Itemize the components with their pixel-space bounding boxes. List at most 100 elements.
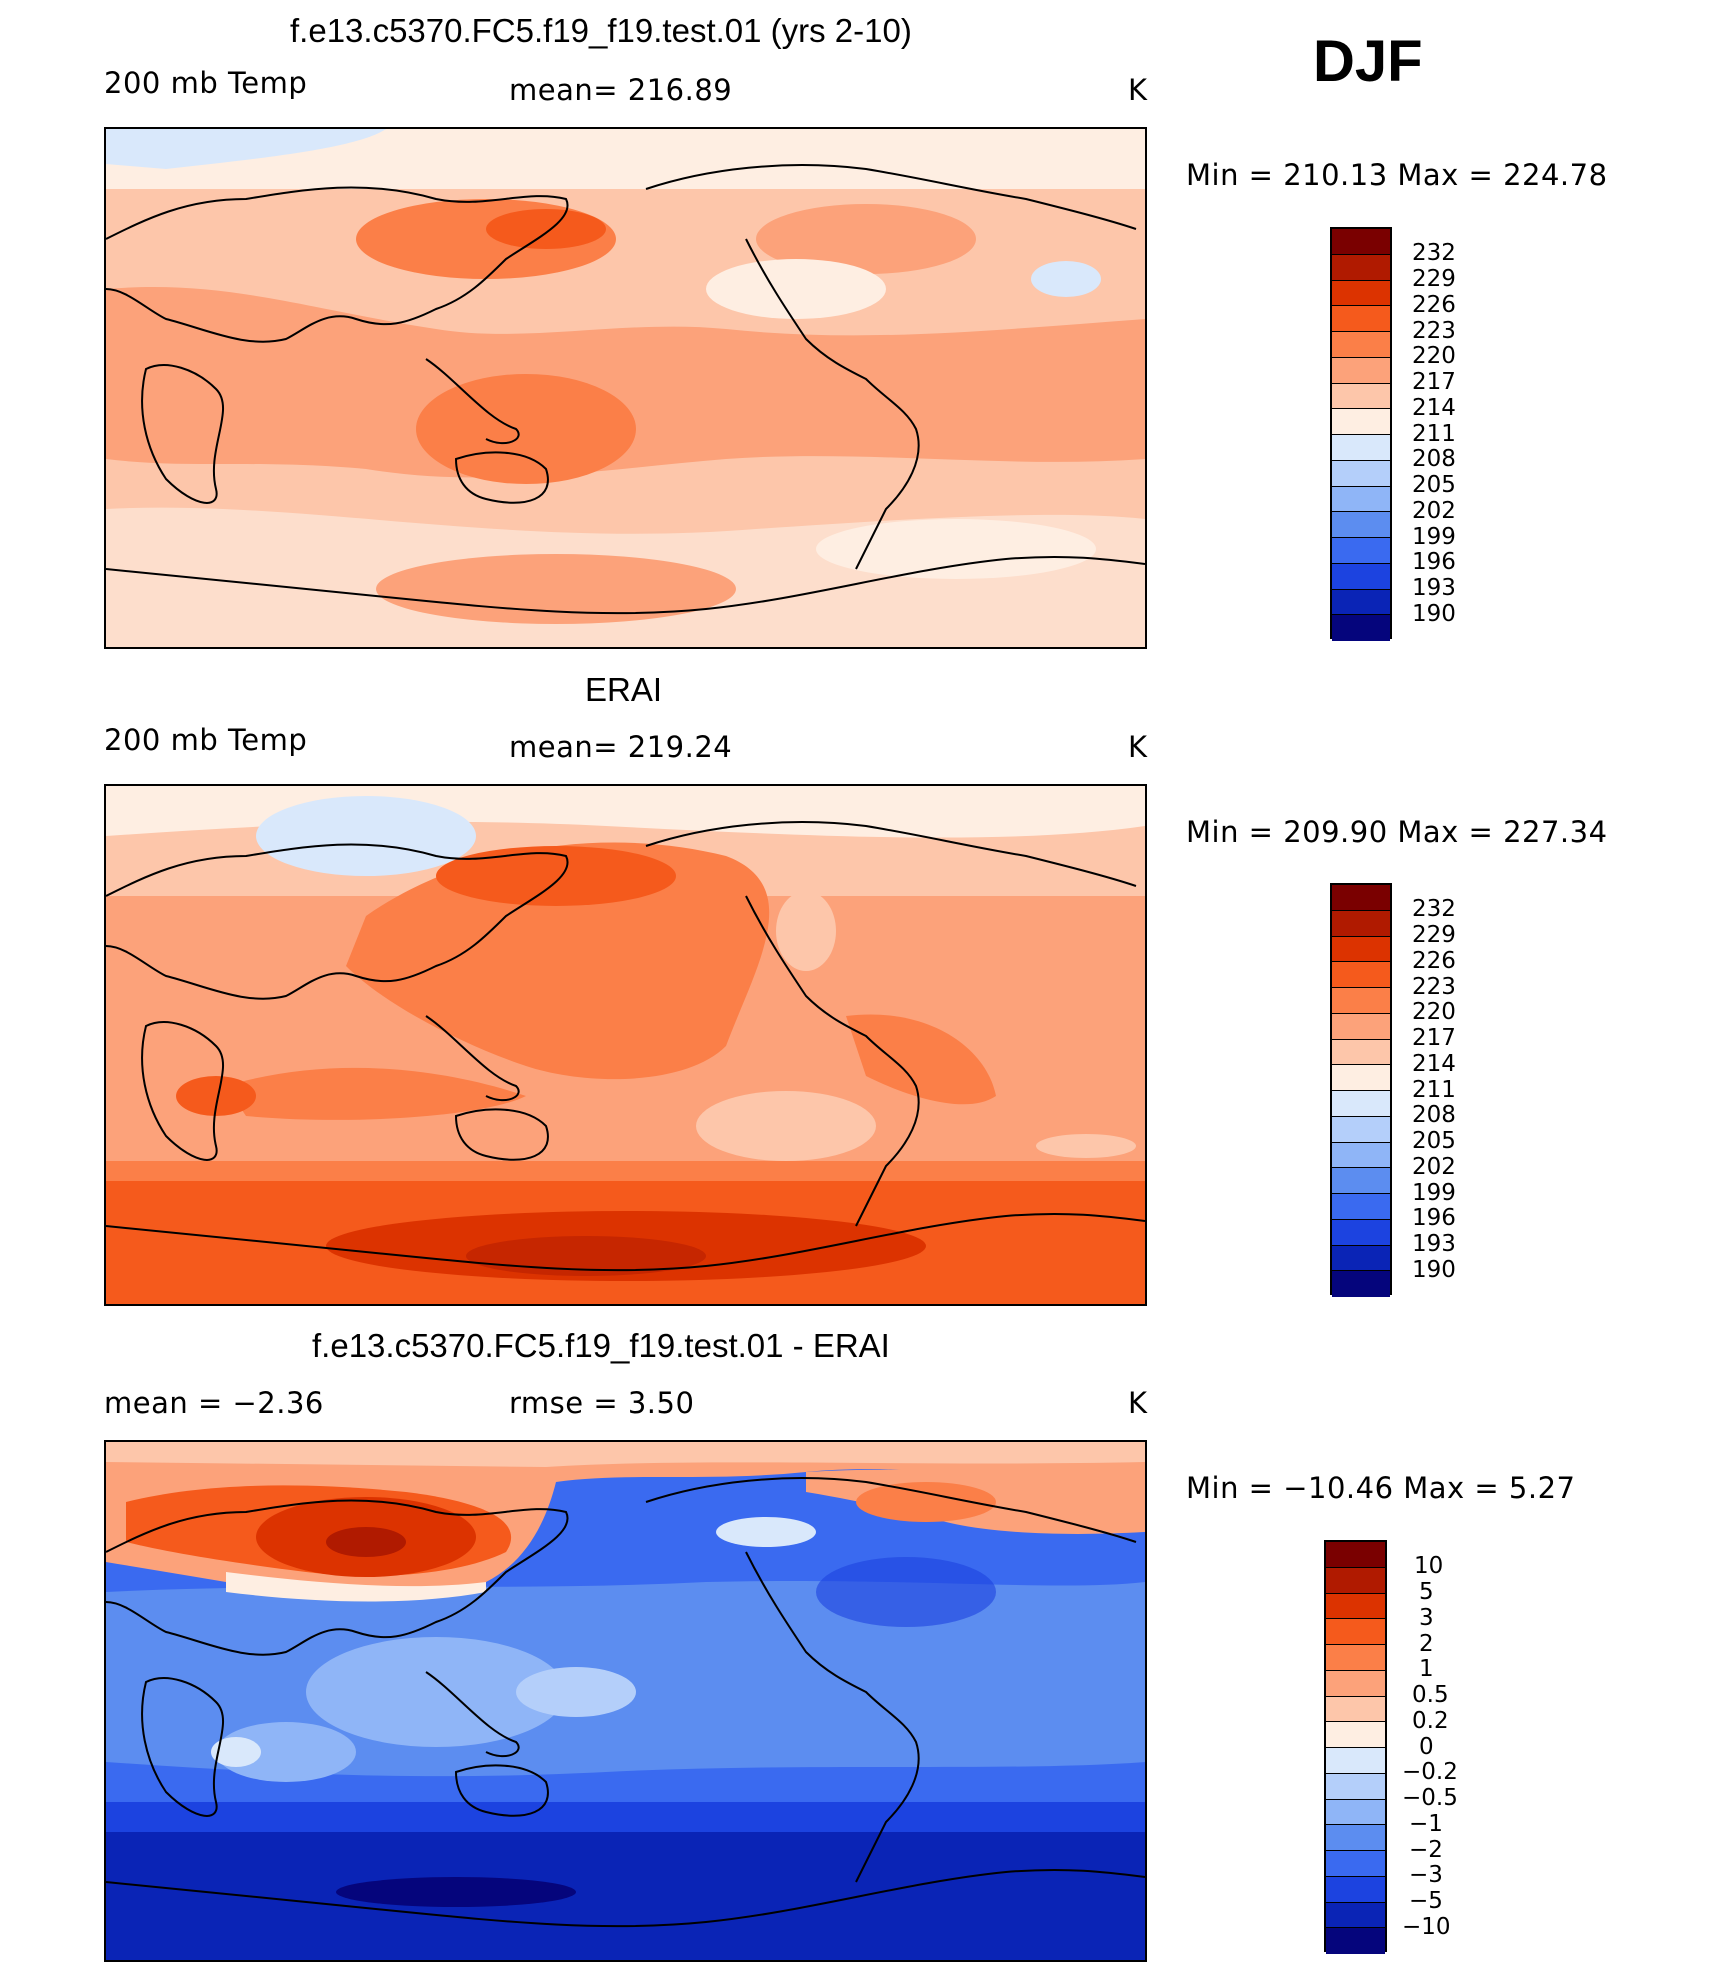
colorbar-tick-label: 223: [1412, 318, 1456, 344]
panel-3-map: [104, 1440, 1147, 1962]
colorbar-swatch: [1332, 1168, 1390, 1194]
panel-2-title: ERAI: [585, 671, 663, 708]
colorbar-tick-label: 10: [1414, 1553, 1444, 1579]
panel-2-units: K: [1128, 730, 1148, 764]
colorbar-tick-label: 190: [1412, 1257, 1456, 1283]
colorbar-swatch: [1326, 1542, 1385, 1568]
colorbar-tick-label: 5: [1419, 1579, 1434, 1605]
colorbar-swatch: [1332, 538, 1390, 564]
panel-2-mean-label: mean= 219.24: [509, 730, 733, 764]
colorbar-tick-label: 211: [1412, 1077, 1456, 1103]
panel-2-colorbar: [1330, 883, 1392, 1297]
colorbar-tick-label: 229: [1412, 266, 1456, 292]
colorbar-swatch: [1326, 1748, 1385, 1774]
colorbar-tick-label: 193: [1412, 575, 1456, 601]
colorbar-swatch: [1326, 1593, 1385, 1620]
colorbar-tick-label: 232: [1412, 896, 1456, 922]
colorbar-swatch: [1326, 1876, 1385, 1903]
colorbar-swatch: [1332, 383, 1390, 410]
panel-2-variable-label: 200 mb Temp: [104, 723, 308, 757]
colorbar-swatch: [1332, 1039, 1390, 1066]
colorbar-swatch: [1332, 1142, 1390, 1169]
panel-1-units: K: [1128, 73, 1148, 107]
colorbar-swatch: [1326, 1851, 1385, 1877]
colorbar-swatch: [1332, 910, 1390, 937]
season-label: DJF: [1313, 29, 1423, 94]
colorbar-swatch: [1332, 1271, 1390, 1297]
colorbar-tick-label: 190: [1412, 601, 1456, 627]
colorbar-tick-label: 196: [1412, 549, 1456, 575]
panel-3-rmse-label: rmse = 3.50: [509, 1386, 695, 1420]
colorbar-tick-label: −0.5: [1402, 1785, 1458, 1811]
panel-3-units: K: [1128, 1386, 1148, 1420]
colorbar-swatch: [1326, 1799, 1385, 1826]
colorbar-swatch: [1332, 486, 1390, 513]
panel-1-minmax: Min = 210.13 Max = 224.78: [1186, 158, 1608, 192]
colorbar-tick-label: 211: [1412, 421, 1456, 447]
colorbar-tick-label: 196: [1412, 1205, 1456, 1231]
colorbar-tick-label: 205: [1412, 472, 1456, 498]
colorbar-tick-label: 232: [1412, 240, 1456, 266]
colorbar-tick-label: 229: [1412, 922, 1456, 948]
panel-3-title: f.e13.c5370.FC5.f19_f19.test.01 - ERAI: [312, 1327, 890, 1364]
colorbar-tick-label: 199: [1412, 524, 1456, 550]
panel-2-map: [104, 784, 1147, 1306]
colorbar-swatch: [1332, 512, 1390, 538]
colorbar-tick-label: 220: [1412, 999, 1456, 1025]
panel-1-colorbar: [1330, 227, 1392, 641]
colorbar-swatch: [1332, 332, 1390, 358]
colorbar-swatch: [1332, 962, 1390, 988]
colorbar-tick-label: −2: [1409, 1837, 1443, 1863]
colorbar-swatch: [1326, 1645, 1385, 1671]
colorbar-swatch: [1332, 254, 1390, 281]
colorbar-tick-label: 2: [1419, 1631, 1434, 1657]
colorbar-swatch: [1326, 1696, 1385, 1723]
colorbar-swatch: [1332, 460, 1390, 487]
colorbar-tick-label: 3: [1419, 1605, 1434, 1631]
colorbar-tick-label: 202: [1412, 498, 1456, 524]
colorbar-tick-label: 214: [1412, 395, 1456, 421]
colorbar-tick-label: 0.2: [1412, 1708, 1449, 1734]
colorbar-swatch: [1332, 1116, 1390, 1143]
colorbar-swatch: [1332, 306, 1390, 332]
colorbar-tick-label: 208: [1412, 1102, 1456, 1128]
panel-1-title: f.e13.c5370.FC5.f19_f19.test.01 (yrs 2-1…: [290, 12, 912, 49]
colorbar-tick-label: −10: [1402, 1914, 1451, 1940]
colorbar-swatch: [1332, 357, 1390, 384]
colorbar-swatch: [1332, 1219, 1390, 1246]
colorbar-tick-label: 223: [1412, 974, 1456, 1000]
colorbar-swatch: [1332, 1091, 1390, 1117]
panel-3-mean-label: mean = −2.36: [104, 1386, 324, 1420]
colorbar-swatch: [1332, 615, 1390, 641]
colorbar-swatch: [1332, 1065, 1390, 1091]
colorbar-swatch: [1332, 1194, 1390, 1220]
colorbar-swatch: [1332, 589, 1390, 616]
colorbar-tick-label: 220: [1412, 343, 1456, 369]
colorbar-swatch: [1326, 1902, 1385, 1929]
colorbar-tick-label: 226: [1412, 292, 1456, 318]
colorbar-swatch: [1326, 1567, 1385, 1594]
colorbar-swatch: [1326, 1773, 1385, 1800]
colorbar-swatch: [1332, 1245, 1390, 1272]
colorbar-tick-label: 217: [1412, 369, 1456, 395]
colorbar-tick-label: 1: [1419, 1656, 1434, 1682]
colorbar-swatch: [1326, 1928, 1385, 1954]
colorbar-swatch: [1326, 1670, 1385, 1697]
colorbar-tick-label: 202: [1412, 1154, 1456, 1180]
colorbar-tick-label: 0.5: [1412, 1682, 1449, 1708]
colorbar-tick-label: 217: [1412, 1025, 1456, 1051]
colorbar-tick-label: 226: [1412, 948, 1456, 974]
panel-1-map: [104, 127, 1147, 649]
panel-3-minmax: Min = −10.46 Max = 5.27: [1186, 1471, 1576, 1505]
colorbar-tick-label: 208: [1412, 446, 1456, 472]
panel-3-colorbar: [1324, 1540, 1387, 1954]
colorbar-tick-label: −3: [1409, 1862, 1443, 1888]
panel-1-mean-label: mean= 216.89: [509, 73, 733, 107]
colorbar-swatch: [1332, 229, 1390, 255]
colorbar-swatch: [1332, 280, 1390, 307]
colorbar-tick-label: 205: [1412, 1128, 1456, 1154]
colorbar-swatch: [1326, 1619, 1385, 1645]
colorbar-swatch: [1332, 988, 1390, 1014]
colorbar-tick-label: −0.2: [1402, 1759, 1458, 1785]
colorbar-tick-label: 199: [1412, 1180, 1456, 1206]
